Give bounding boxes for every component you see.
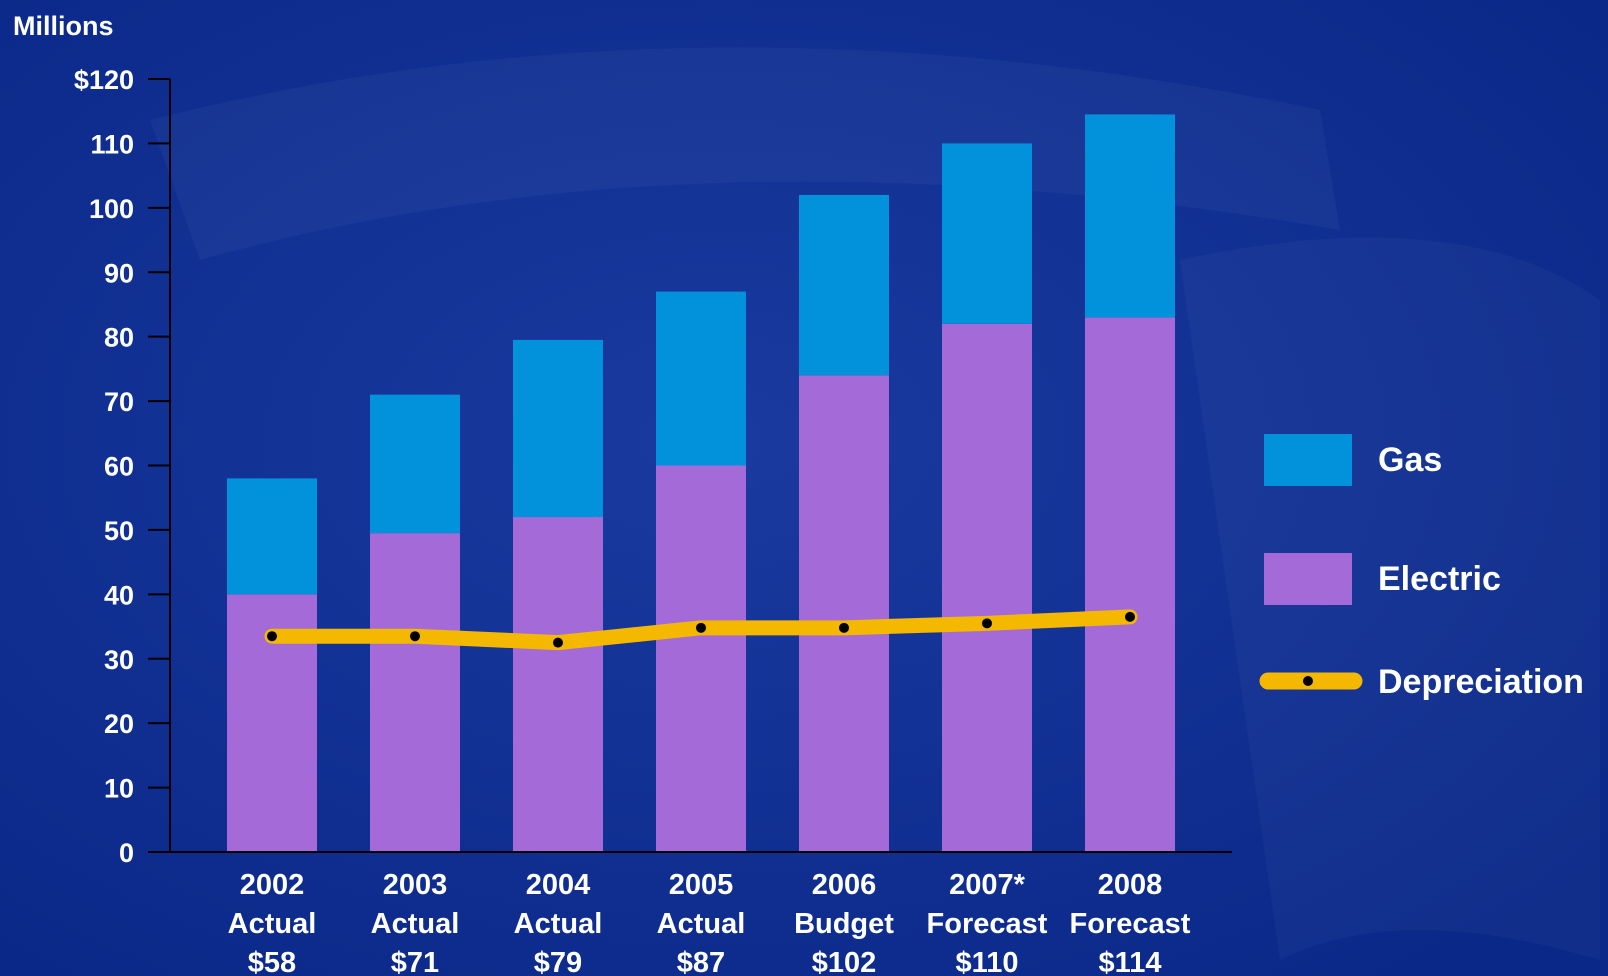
y-tick-label-3: 30 [104,645,134,675]
x-label-6-line-0: 2008 [1098,869,1163,901]
bar-electric-1 [370,533,460,852]
y-axis-title: Millions [13,11,114,41]
y-tick-label-1: 10 [104,774,134,804]
legend-swatch-gas [1264,434,1352,486]
depreciation-point-3 [696,622,706,633]
depreciation-point-0 [267,631,277,642]
bar-electric-6 [1085,317,1175,852]
legend-label-depreciation: Depreciation [1378,663,1584,701]
bar-gas-4 [799,194,889,376]
x-label-2-line-1: Actual [514,908,603,940]
legend-label-gas: Gas [1378,441,1442,479]
y-tick-label-9: 90 [104,258,134,288]
bar-electric-5 [942,323,1032,852]
x-label-6-line-1: Forecast [1070,908,1191,940]
depreciation-point-6 [1125,611,1135,622]
y-tick-label-12: $120 [74,65,134,95]
x-label-4-line-0: 2006 [812,869,877,901]
axes-layer: 0 10 20 30 40 50 60 70 80 90 100 110 $120 [74,65,1232,868]
depreciation-point-1 [410,631,420,642]
depreciation-point-2 [553,637,563,648]
x-label-0-line-2: $58 [248,947,296,976]
x-label-4-line-1: Budget [794,908,894,940]
bar-gas-2 [513,339,603,518]
bar-electric-4 [799,375,889,852]
x-label-5-line-0: 2007* [949,869,1026,901]
x-label-1-line-1: Actual [371,908,460,940]
x-label-3-line-0: 2005 [669,869,734,901]
x-label-1-line-2: $71 [391,947,439,976]
x-label-3-line-2: $87 [677,947,725,976]
y-tick-label-11: 110 [90,129,134,159]
x-label-0-line-1: Actual [228,908,317,940]
bar-gas-0 [227,478,317,595]
y-tick-label-7: 70 [104,387,134,417]
legend: Gas Electric Depreciation [1259,434,1584,701]
x-label-5-line-2: $110 [956,947,1019,976]
x-label-4-line-2: $102 [812,947,877,976]
y-tick-label-8: 80 [104,323,134,353]
bar-gas-6 [1085,114,1175,318]
bar-gas-3 [656,291,746,466]
x-label-2-line-0: 2004 [526,869,591,901]
y-tick-label-6: 60 [104,452,134,482]
y-tick-label-2: 20 [104,709,134,739]
y-tick-label-5: 50 [104,516,134,546]
y-tick-label-4: 40 [104,580,134,610]
bar-gas-1 [370,394,460,534]
bar-electric-3 [656,465,746,852]
bar-gas-5 [942,143,1032,324]
legend-swatch-electric [1264,553,1352,605]
x-label-5-line-1: Forecast [927,908,1048,940]
y-tick-label-0: 0 [119,838,134,868]
x-label-0-line-0: 2002 [240,869,305,901]
x-label-1-line-0: 2003 [383,869,448,901]
depreciation-layer [264,609,1138,651]
y-tick-label-10: 100 [89,194,134,224]
x-label-2-line-2: $79 [534,947,582,976]
x-label-3-line-1: Actual [657,908,746,940]
x-axis-labels: 2002 Actual $58 2003 Actual $71 2004 Actual $79 2… [228,869,1191,976]
legend-label-electric: Electric [1378,560,1501,598]
x-label-6-line-2: $114 [1099,947,1162,976]
depreciation-point-4 [839,622,849,633]
legend-swatch-point [1303,676,1313,686]
bar-electric-2 [513,517,603,852]
depreciation-point-5 [982,618,992,629]
